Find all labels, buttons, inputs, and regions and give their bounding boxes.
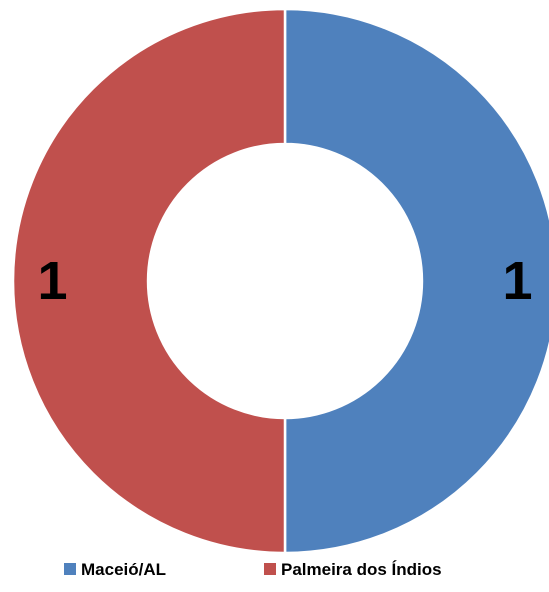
donut-slice-palmeira-dos-indios (11, 7, 287, 555)
data-label-palmeira-dos-indios: 1 (37, 251, 67, 311)
slices-layer (11, 7, 549, 555)
data-labels-layer: 11 (37, 251, 532, 311)
data-label-maceio-al: 1 (502, 251, 532, 311)
legend-swatch-palmeira-dos-indios (264, 563, 276, 575)
legend-label-maceio-al: Maceió/AL (81, 560, 166, 579)
legend-swatch-maceio-al (64, 563, 76, 575)
donut-slice-maceio-al (283, 7, 549, 555)
legend-label-palmeira-dos-indios: Palmeira dos Índios (281, 560, 442, 579)
legend: Maceió/AL Palmeira dos Índios (64, 560, 442, 579)
